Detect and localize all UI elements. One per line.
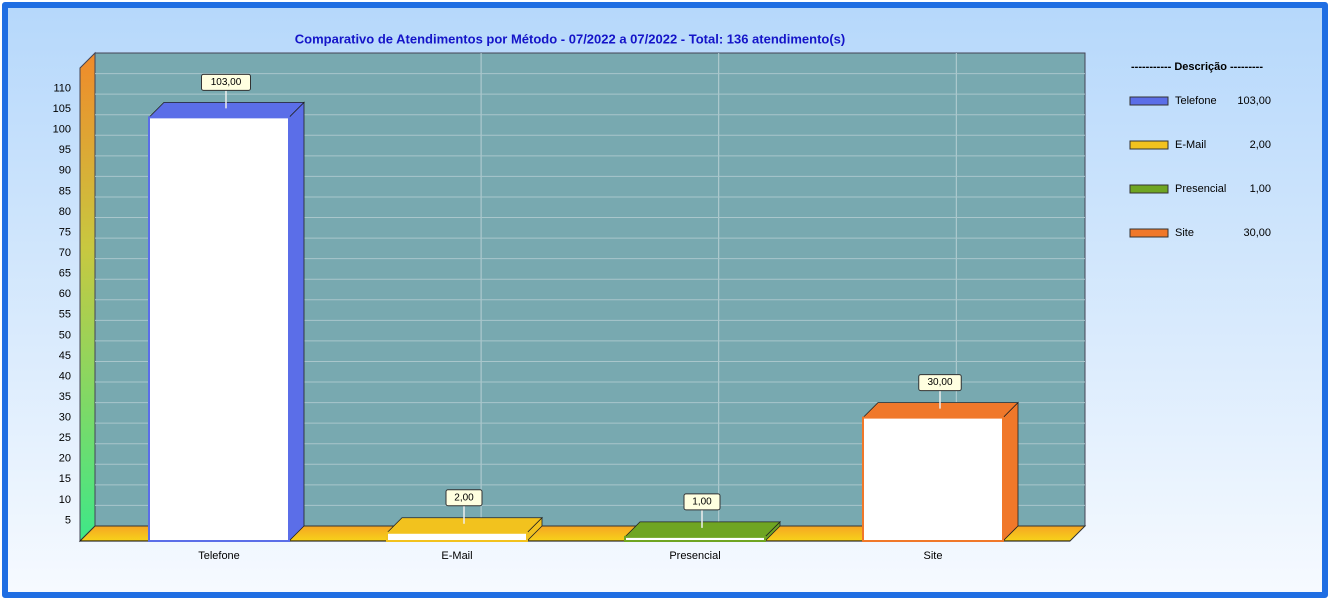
legend-swatch [1129,96,1169,106]
y-tick-label: 90 [59,165,71,177]
x-tick-label: E-Mail [441,550,472,562]
legend-value: 1,00 [1250,183,1271,195]
y-tick-label: 105 [53,103,71,115]
legend-swatch [1129,140,1169,150]
legend-value: 2,00 [1250,139,1271,151]
y-tick-label: 60 [59,288,71,300]
value-label-box [918,374,962,392]
bar [862,416,1004,543]
legend-label: E-Mail [1175,139,1206,151]
value-label: 30,00 [927,377,952,388]
chart-title: Comparativo de Atendimentos por Método -… [295,31,845,46]
y-tick-label: 95 [59,144,71,156]
value-label: 103,00 [211,77,242,88]
legend-swatch [1129,184,1169,194]
left-wall [79,51,96,543]
value-label: 2,00 [454,492,474,503]
x-tick-label: Presencial [669,550,720,562]
x-tick-label: Telefone [198,550,240,562]
value-label-box [201,73,251,91]
legend-label: Telefone [1175,95,1217,107]
y-tick-label: 10 [59,494,71,506]
y-tick-label: 20 [59,453,71,465]
legend-title: ----------- Descrição --------- [1131,61,1263,73]
value-label: 1,00 [692,497,712,508]
bar [624,535,766,543]
bar [386,531,528,543]
y-tick-label: 35 [59,391,71,403]
legend-swatch [1129,228,1169,238]
y-tick-label: 30 [59,412,71,424]
y-tick-label: 110 [53,82,71,94]
y-tick-label: 80 [59,206,71,218]
y-tick-label: 75 [59,226,71,238]
y-tick-label: 45 [59,350,71,362]
legend-value: 103,00 [1237,95,1271,107]
y-tick-label: 55 [59,309,71,321]
y-tick-label: 65 [59,268,71,280]
legend-label: Presencial [1175,183,1226,195]
y-tick-label: 25 [59,432,71,444]
legend-label: Site [1175,227,1194,239]
y-tick-label: 15 [59,473,71,485]
y-tick-label: 85 [59,185,71,197]
bar [148,116,290,542]
value-label-box [683,493,721,511]
y-tick-label: 70 [59,247,71,259]
y-tick-label: 40 [59,370,71,382]
x-tick-label: Site [924,550,943,562]
value-label-box [445,489,483,507]
y-tick-label: 50 [59,329,71,341]
legend-value: 30,00 [1243,227,1271,239]
bar-side [288,101,305,542]
y-tick-label: 100 [53,124,71,136]
y-tick-label: 5 [65,514,71,526]
bar-side [1002,401,1019,542]
